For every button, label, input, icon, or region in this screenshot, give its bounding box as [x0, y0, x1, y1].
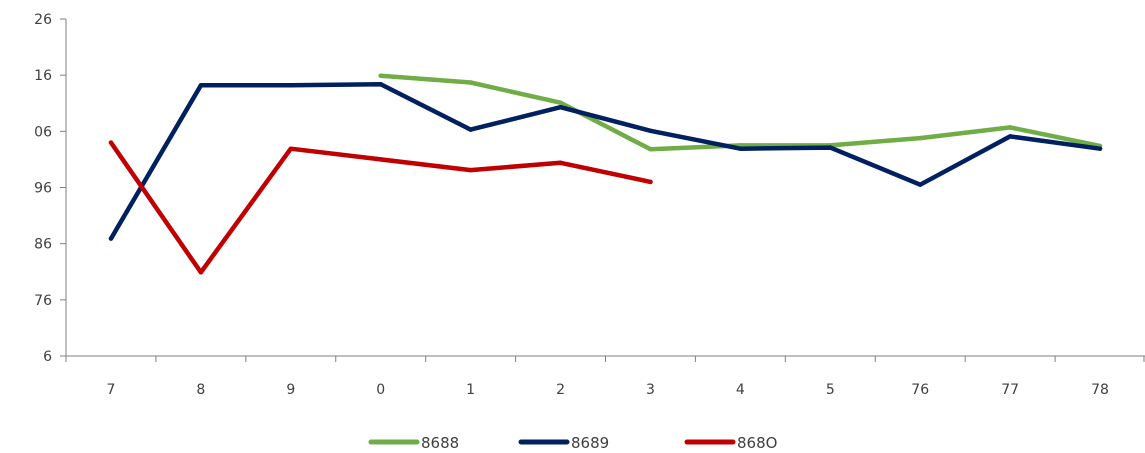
y-tick-label: 26	[34, 12, 52, 28]
y-tick-label: 06	[34, 124, 52, 140]
data-point	[288, 146, 293, 151]
data-point	[648, 179, 653, 185]
series-line-8688	[378, 73, 1103, 152]
y-tick-label: 86	[34, 237, 52, 253]
x-tick-label: 3	[646, 382, 655, 398]
x-tick-label: 2	[556, 382, 565, 398]
series-line-8689	[108, 81, 1103, 241]
data-point	[468, 127, 473, 132]
data-point	[198, 83, 204, 88]
data-point	[468, 167, 473, 173]
data-point	[108, 140, 114, 145]
data-point	[468, 80, 473, 85]
data-point	[378, 81, 383, 87]
y-axis: 6 76 86 96 06 16 26	[34, 12, 67, 365]
x-tick-label: 0	[376, 382, 385, 398]
data-point	[918, 135, 923, 141]
y-tick-label: 76	[34, 293, 52, 309]
x-tick-label: 9	[286, 382, 295, 398]
legend-label: 8688	[421, 434, 459, 452]
data-point	[648, 147, 653, 152]
x-tick-label: 8	[196, 382, 205, 398]
x-axis: 7 8 9 0 1 2 3 4 5 76 77 78	[65, 355, 1145, 398]
data-point	[558, 100, 563, 105]
y-tick-label: 16	[34, 68, 52, 84]
data-point	[288, 83, 293, 88]
data-point	[1097, 146, 1103, 151]
legend-label: 868O	[737, 434, 777, 452]
x-tick-label: 78	[1091, 382, 1109, 398]
x-tick-label: 4	[736, 382, 745, 398]
data-point	[378, 73, 383, 78]
data-point	[648, 128, 653, 133]
data-point	[198, 270, 204, 275]
x-tick-label: 1	[466, 382, 475, 398]
data-point	[378, 157, 383, 162]
data-point	[1007, 125, 1013, 130]
x-tick-label: 7	[106, 382, 115, 398]
y-tick-label: 6	[43, 349, 52, 365]
data-point	[918, 182, 923, 187]
x-tick-label: 77	[1001, 382, 1019, 398]
legend: 8688 8689 868O	[368, 434, 777, 452]
y-tick-label: 96	[34, 181, 52, 197]
x-tick-label: 76	[911, 382, 929, 398]
series-line-868O	[108, 140, 653, 275]
data-point	[108, 236, 114, 241]
x-tick-label: 5	[826, 382, 835, 398]
data-point	[1007, 134, 1013, 139]
legend-label: 8689	[571, 434, 609, 452]
series-layer	[108, 73, 1103, 275]
data-point	[558, 160, 563, 165]
data-point	[828, 145, 833, 150]
data-point	[738, 146, 743, 151]
data-point	[558, 104, 563, 110]
